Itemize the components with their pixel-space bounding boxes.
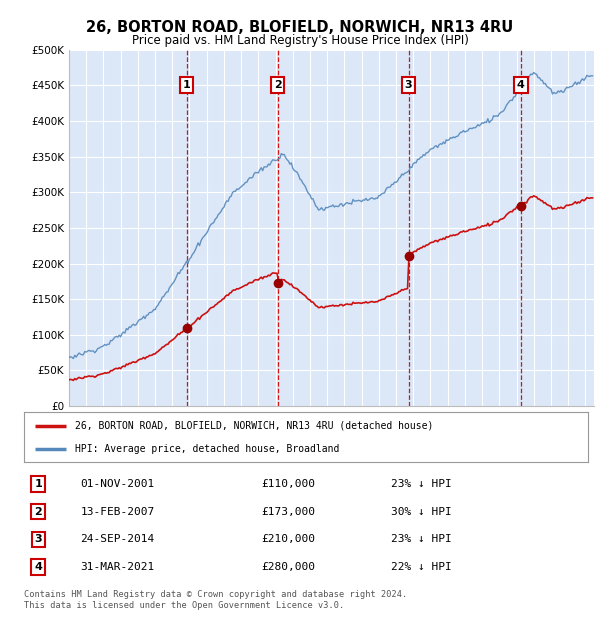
Text: Contains HM Land Registry data © Crown copyright and database right 2024.
This d: Contains HM Land Registry data © Crown c…	[24, 590, 407, 609]
Text: Price paid vs. HM Land Registry's House Price Index (HPI): Price paid vs. HM Land Registry's House …	[131, 34, 469, 47]
Text: 30% ↓ HPI: 30% ↓ HPI	[391, 507, 451, 516]
Text: £280,000: £280,000	[261, 562, 315, 572]
Text: 4: 4	[517, 80, 525, 91]
Text: 23% ↓ HPI: 23% ↓ HPI	[391, 534, 451, 544]
Text: 3: 3	[405, 80, 412, 91]
Text: 24-SEP-2014: 24-SEP-2014	[80, 534, 155, 544]
Text: 1: 1	[183, 80, 190, 91]
Text: 3: 3	[34, 534, 42, 544]
Text: 2: 2	[34, 507, 42, 516]
Text: 13-FEB-2007: 13-FEB-2007	[80, 507, 155, 516]
Text: 23% ↓ HPI: 23% ↓ HPI	[391, 479, 451, 489]
Text: 31-MAR-2021: 31-MAR-2021	[80, 562, 155, 572]
Text: 01-NOV-2001: 01-NOV-2001	[80, 479, 155, 489]
Text: 26, BORTON ROAD, BLOFIELD, NORWICH, NR13 4RU (detached house): 26, BORTON ROAD, BLOFIELD, NORWICH, NR13…	[75, 421, 433, 431]
Text: HPI: Average price, detached house, Broadland: HPI: Average price, detached house, Broa…	[75, 443, 339, 453]
Text: £110,000: £110,000	[261, 479, 315, 489]
Text: 2: 2	[274, 80, 281, 91]
Text: 22% ↓ HPI: 22% ↓ HPI	[391, 562, 451, 572]
Text: 1: 1	[34, 479, 42, 489]
Text: £210,000: £210,000	[261, 534, 315, 544]
Text: 4: 4	[34, 562, 42, 572]
Text: £173,000: £173,000	[261, 507, 315, 516]
Text: 26, BORTON ROAD, BLOFIELD, NORWICH, NR13 4RU: 26, BORTON ROAD, BLOFIELD, NORWICH, NR13…	[86, 20, 514, 35]
